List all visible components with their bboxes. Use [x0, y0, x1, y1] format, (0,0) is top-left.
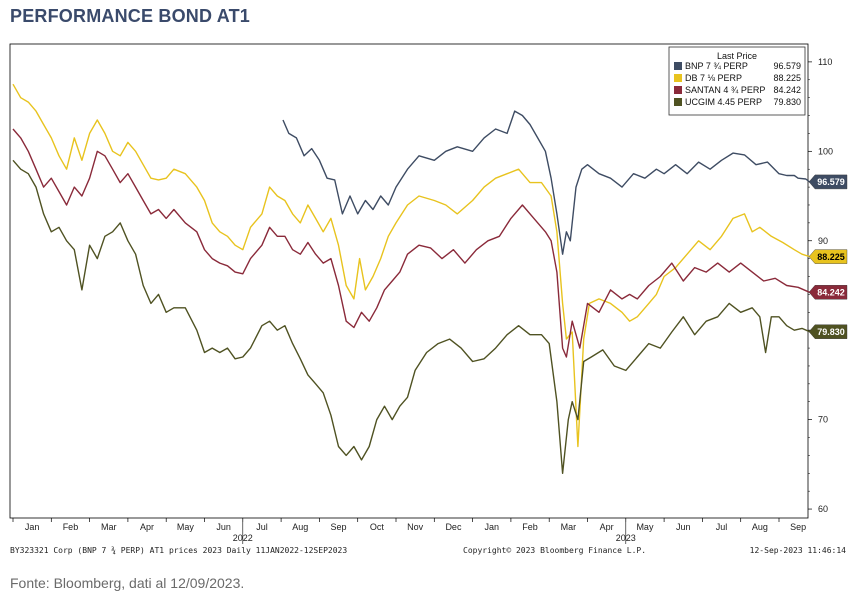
legend-series-last: 84.242 — [773, 85, 801, 95]
x-tick-label: Jul — [256, 522, 268, 532]
y-tick-label: 70 — [818, 415, 828, 425]
year-label: 2022 — [233, 533, 253, 543]
legend-series-name: SANTAN 4 ¾ PERP — [685, 85, 765, 95]
x-tick-label: Jun — [216, 522, 231, 532]
legend-series-name: BNP 7 ¾ PERP — [685, 61, 748, 71]
last-price-badge — [808, 249, 848, 264]
x-tick-label: Apr — [600, 522, 614, 532]
last-price-badge-value: 79.830 — [817, 327, 845, 337]
x-tick-label: Jan — [484, 522, 499, 532]
chart-title: PERFORMANCE BOND AT1 — [10, 6, 251, 26]
y-tick-label: 110 — [818, 57, 832, 67]
x-tick-label: Mar — [561, 522, 577, 532]
source-note: Fonte: Bloomberg, dati al 12/09/2023. — [10, 575, 245, 591]
last-price-badge — [808, 174, 848, 190]
last-price-badge-value: 96.579 — [817, 177, 845, 187]
series-line-3 — [12, 159, 810, 474]
last-price-badge — [808, 324, 848, 339]
line-chart: Jan Feb Mar Apr May Jun Jul Aug Sep Oct Nov Dec Jan F… — [9, 43, 848, 544]
footer-copyright: Copyright© 2023 Bloomberg Finance L.P. — [463, 546, 647, 555]
legend-series-last: 88.225 — [773, 73, 801, 83]
legend-series-last: 96.579 — [773, 61, 801, 71]
footer-timestamp: 12-Sep-2023 11:46:14 — [749, 546, 846, 555]
x-tick-label: Nov — [407, 522, 424, 532]
legend-series-last: 79.830 — [773, 97, 801, 107]
series-line-0 — [282, 110, 811, 255]
series-lines — [12, 83, 811, 474]
legend-swatch — [674, 86, 682, 94]
plot-area — [9, 43, 809, 519]
x-tick-label: May — [177, 522, 195, 532]
x-tick-label: Feb — [522, 522, 538, 532]
x-tick-label: May — [636, 522, 654, 532]
x-tick-label: Jan — [25, 522, 40, 532]
y-tick-label: 90 — [818, 236, 828, 246]
x-tick-label: Oct — [370, 522, 385, 532]
footer-ticker-info: BY323321 Corp (BNP 7 ¾ PERP) AT1 prices … — [10, 546, 348, 555]
x-axis: Jan Feb Mar Apr May Jun Jul Aug Sep Oct Nov Dec Jan F… — [12, 518, 806, 544]
x-tick-label: Dec — [445, 522, 462, 532]
x-tick-label: Feb — [63, 522, 79, 532]
x-tick-label: Mar — [101, 522, 117, 532]
last-price-badges: 96.579 88.225 84.242 79.830 — [808, 174, 848, 339]
legend-title: Last Price — [717, 51, 757, 61]
y-tick-label: 100 — [818, 146, 833, 156]
series-line-1 — [12, 83, 810, 448]
x-tick-label: Aug — [292, 522, 308, 532]
legend-swatch — [674, 74, 682, 82]
legend-series-name: DB 7 ⅛ PERP — [685, 73, 742, 83]
y-tick-label: 60 — [818, 504, 828, 514]
series-line-2 — [12, 128, 810, 358]
legend-swatch — [674, 62, 682, 70]
x-tick-label: Aug — [752, 522, 768, 532]
x-tick-label: Jul — [716, 522, 728, 532]
year-label: 2023 — [616, 533, 636, 543]
last-price-badge — [808, 285, 848, 300]
x-tick-label: Sep — [790, 522, 806, 532]
x-tick-label: Sep — [331, 522, 347, 532]
legend-box — [668, 46, 806, 116]
x-tick-label: Jun — [676, 522, 691, 532]
last-price-badge-value: 88.225 — [817, 252, 845, 262]
legend-swatch — [674, 98, 682, 106]
last-price-badge-value: 84.242 — [817, 287, 845, 297]
x-tick-label: Apr — [140, 522, 154, 532]
legend-series-name: UCGIM 4.45 PERP — [685, 97, 762, 107]
